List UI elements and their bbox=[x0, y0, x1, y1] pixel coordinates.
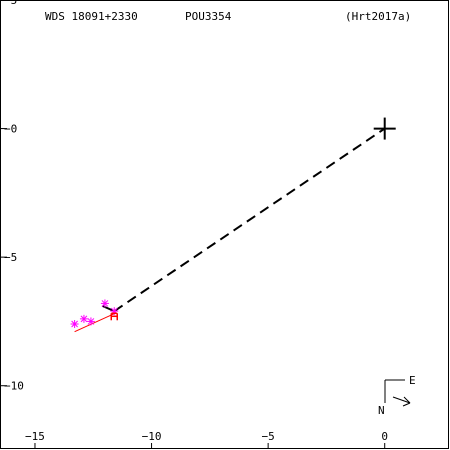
y-tick-label: −0 bbox=[4, 123, 17, 136]
primary-star-layer bbox=[373, 117, 396, 140]
data-marks bbox=[70, 299, 119, 333]
x-tick-label: −5 bbox=[262, 430, 275, 443]
compass: E N bbox=[378, 374, 416, 417]
system-id-label: WDS 18091+2330 bbox=[45, 10, 138, 23]
compass-north-label: N bbox=[378, 404, 385, 417]
measurement-point bbox=[86, 317, 95, 326]
y-axis-ticks: −5 −0 −5 −10 bbox=[1, 0, 24, 393]
measurement-point bbox=[100, 299, 109, 308]
asterisk-stroke bbox=[80, 315, 88, 323]
x-tick-label: −15 bbox=[25, 430, 45, 443]
asterisk-stroke bbox=[87, 318, 95, 325]
measurement-point bbox=[70, 320, 79, 328]
y-tick-label: −10 bbox=[4, 380, 24, 393]
measurement-point bbox=[79, 314, 88, 323]
connector-layer bbox=[113, 127, 386, 312]
x-tick-label: −10 bbox=[142, 430, 162, 443]
discoverer-label: POU3354 bbox=[185, 10, 232, 23]
compass-east-label: E bbox=[409, 374, 416, 387]
latest-measure-point bbox=[110, 312, 118, 321]
x-tick-label: 0 bbox=[381, 430, 388, 443]
asterisk-stroke bbox=[101, 300, 109, 307]
x-axis-ticks: −15 −10 −5 0 bbox=[25, 430, 388, 449]
connector-line bbox=[113, 127, 386, 312]
reference-label: (Hrt2017a) bbox=[345, 10, 411, 23]
asterisk-stroke bbox=[71, 320, 78, 328]
primary-star bbox=[373, 117, 396, 140]
residual-line bbox=[74, 313, 115, 333]
motion-arrow-icon bbox=[392, 396, 411, 407]
y-tick-label: −5 bbox=[4, 0, 17, 7]
y-tick-label: −5 bbox=[4, 251, 17, 264]
